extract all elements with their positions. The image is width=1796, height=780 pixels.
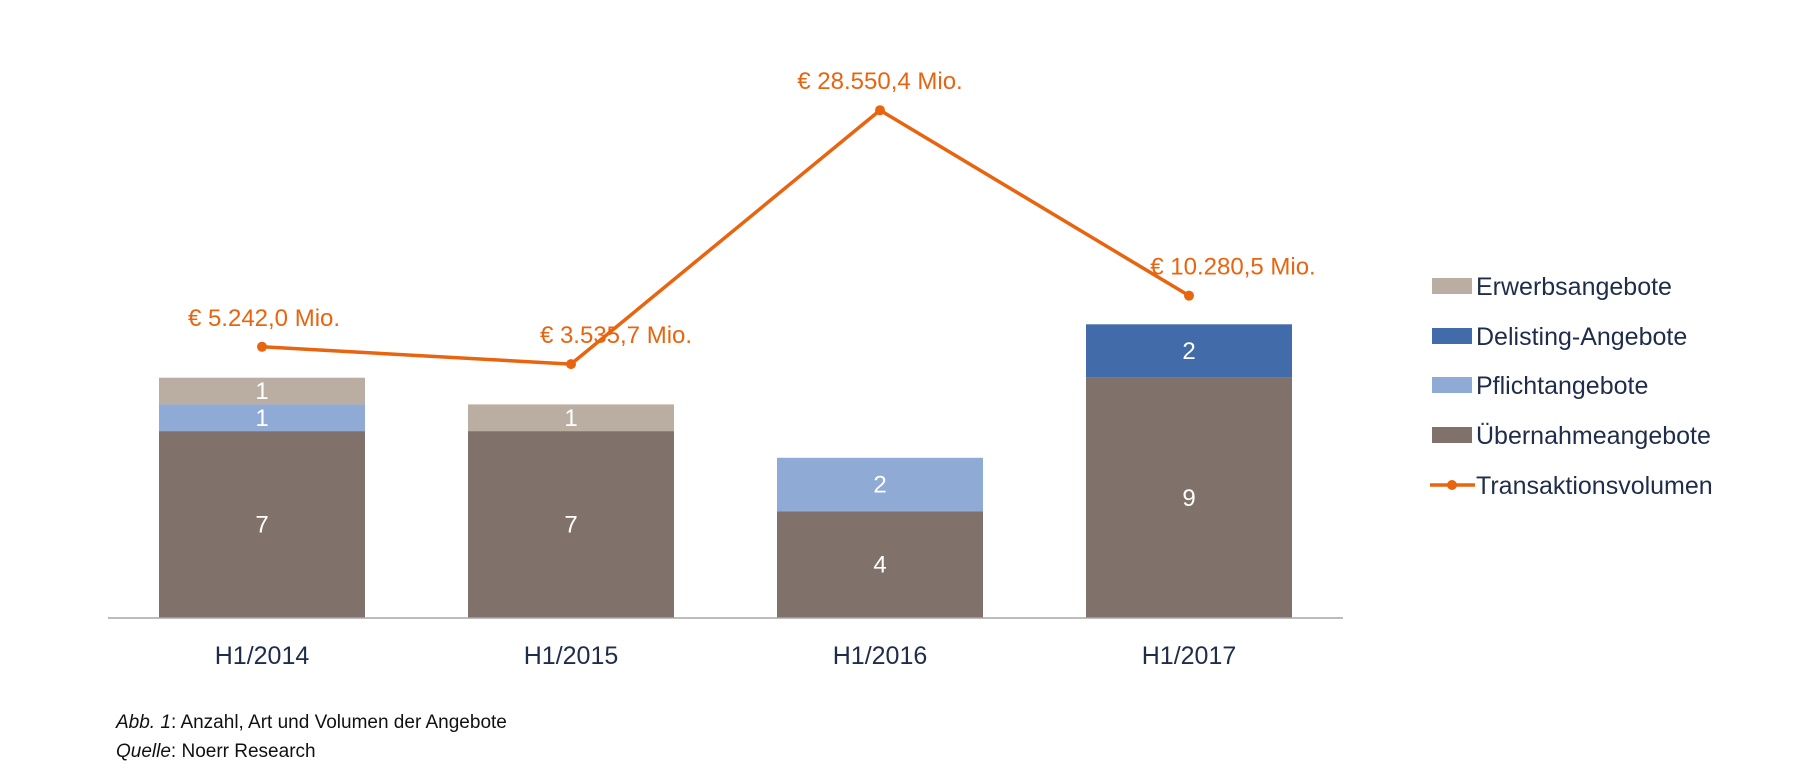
bar-bernahmeangebote-h1-2014 (159, 431, 365, 618)
source-label: Quelle (116, 741, 171, 762)
bar-value-label: 2 (1182, 338, 1195, 365)
legend-label-bernahmeangebote: Übernahmeangebote (1476, 422, 1711, 450)
volume-data-label: € 28.550,4 Mio. (797, 68, 962, 95)
legend-label-delisting-angebote: Delisting-Angebote (1476, 323, 1687, 351)
bar-delisting-angebote-h1-2017 (1086, 324, 1292, 378)
x-tick-label: H1/2017 (1142, 642, 1237, 670)
legend-label-pflichtangebote: Pflichtangebote (1476, 372, 1648, 400)
volume-point (257, 341, 267, 352)
x-axis-ticks: H1/2014 H1/2015 H1/2016 H1/2017 (215, 642, 1237, 670)
bar-value-label: 7 (255, 512, 268, 539)
figure-text: : Anzahl, Art und Volumen der Angebote (170, 712, 507, 733)
volume-data-label: € 5.242,0 Mio. (188, 305, 340, 332)
volume-point (1184, 290, 1194, 301)
volume-point (566, 359, 576, 370)
bar-erwerbsangebote-h1-2015 (468, 404, 674, 432)
bar-value-label: 4 (873, 552, 886, 579)
bar-value-label: 1 (255, 378, 268, 405)
bar-value-label: 7 (564, 512, 577, 539)
bar-bernahmeangebote-h1-2015 (468, 431, 674, 618)
volume-data-label: € 10.280,5 Mio. (1150, 254, 1315, 281)
legend: Erwerbsangebote Delisting-Angebote Pflicht… (1430, 273, 1713, 500)
bar-bernahmeangebote-h1-2016 (777, 511, 983, 618)
volume-data-label: € 3.535,7 Mio. (540, 322, 692, 349)
source-text: : Noerr Research (170, 741, 316, 762)
x-tick-label: H1/2014 (215, 642, 310, 670)
bar-pflichtangebote-h1-2016 (777, 457, 983, 512)
legend-swatch-pflichtangebote (1432, 377, 1472, 393)
bar-bernahmeangebote-h1-2017 (1086, 377, 1292, 618)
bar-value-label: 1 (564, 405, 577, 432)
volume-point (875, 105, 885, 116)
bar-pflichtangebote-h1-2014 (159, 404, 365, 432)
legend-label-transaktionsvolumen: Transaktionsvolumen (1476, 472, 1713, 500)
legend-swatch-erwerbsangebote (1432, 278, 1472, 294)
bar-value-label: 1 (255, 405, 268, 432)
volume-line-layer: € 5.242,0 Mio. € 3.535,7 Mio. € 28.550,4 M… (188, 68, 1316, 370)
figure-caption: Abb. 1: Anzahl, Art und Volumen der Ange… (116, 712, 507, 734)
legend-swatch-delisting-angebote (1432, 328, 1472, 344)
bar-value-label: 9 (1182, 485, 1195, 512)
bar-value-label: 2 (873, 472, 886, 499)
legend-label-erwerbsangebote: Erwerbsangebote (1476, 273, 1672, 301)
source-caption: Quelle: Noerr Research (116, 741, 316, 763)
x-tick-label: H1/2016 (833, 642, 928, 670)
x-tick-label: H1/2015 (524, 642, 619, 670)
bar-erwerbsangebote-h1-2014 (159, 377, 365, 405)
legend-line-marker (1447, 480, 1457, 490)
legend-swatch-bernahmeangebote (1432, 427, 1472, 443)
volume-line (261, 108, 1190, 366)
figure-label: Abb. 1 (116, 712, 171, 733)
